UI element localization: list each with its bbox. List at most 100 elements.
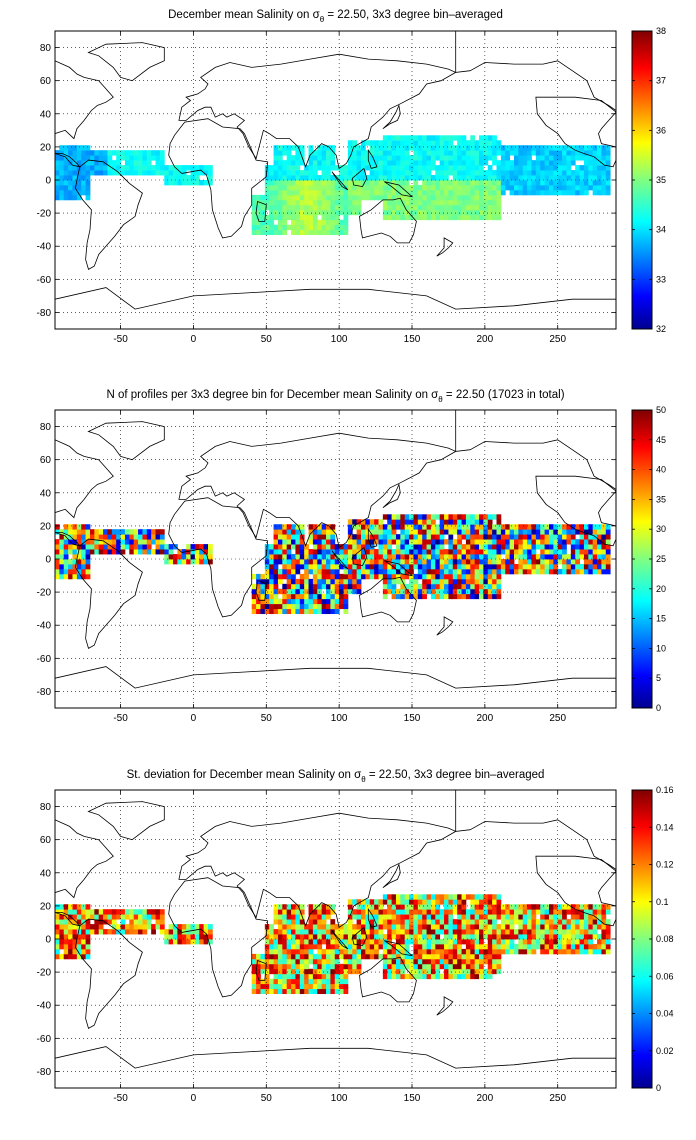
- data-bin: [592, 184, 598, 191]
- data-bin: [321, 204, 327, 211]
- data-bin: [365, 150, 371, 156]
- data-bin: [461, 184, 467, 191]
- data-bin: [474, 155, 480, 161]
- data-bin: [417, 204, 423, 211]
- data-bin: [404, 160, 410, 166]
- x-tick-label: 200: [477, 334, 494, 345]
- data-bin: [430, 524, 436, 530]
- data-bin: [347, 943, 353, 950]
- data-bin: [430, 899, 436, 905]
- data-bin: [76, 194, 82, 201]
- data-bin: [299, 180, 305, 186]
- data-bin: [286, 934, 292, 940]
- data-bin: [400, 583, 406, 590]
- data-bin: [277, 549, 283, 555]
- data-bin: [592, 554, 598, 560]
- data-bin: [269, 968, 274, 975]
- data-bin: [312, 909, 318, 915]
- data-bin: [146, 160, 152, 166]
- data-bin: [461, 549, 467, 555]
- data-bin: [483, 160, 489, 166]
- data-bin: [55, 924, 60, 930]
- data-bin: [321, 180, 327, 186]
- data-bin: [291, 904, 296, 910]
- data-bin: [343, 939, 349, 945]
- data-bin: [444, 559, 449, 565]
- data-bin: [164, 554, 170, 560]
- data-bin: [457, 899, 462, 905]
- data-bin: [417, 140, 423, 146]
- data-bin: [553, 189, 559, 196]
- data-bin: [291, 578, 296, 585]
- data-bin: [430, 214, 436, 221]
- data-bin: [286, 539, 292, 545]
- data-bin: [448, 573, 454, 580]
- data-bin: [155, 534, 161, 540]
- data-bin: [76, 554, 82, 560]
- data-bin: [465, 559, 471, 565]
- data-bin: [378, 904, 384, 910]
- data-bin: [286, 150, 292, 156]
- data-bin: [509, 189, 515, 196]
- data-bin: [479, 529, 484, 535]
- data-bin: [487, 544, 493, 550]
- colorbar-tick-label: 0.14: [656, 822, 674, 832]
- data-bin: [409, 539, 414, 545]
- data-bin: [474, 934, 480, 940]
- data-bin: [365, 160, 371, 166]
- data-bin: [273, 544, 279, 550]
- data-bin: [548, 914, 554, 920]
- data-bin: [81, 170, 86, 176]
- data-bin: [487, 180, 493, 186]
- data-bin: [457, 170, 462, 176]
- data-bin: [356, 904, 362, 910]
- data-bin: [299, 968, 305, 975]
- data-bin: [439, 963, 445, 970]
- data-bin: [597, 909, 602, 915]
- data-bin: [326, 165, 331, 171]
- data-bin: [470, 145, 476, 151]
- data-bin: [312, 968, 318, 975]
- data-bin: [356, 184, 362, 191]
- data-bin: [452, 948, 458, 955]
- data-bin: [417, 194, 423, 201]
- colorbar-tick-label: 33: [656, 274, 666, 284]
- data-bin: [85, 924, 91, 930]
- data-bin: [81, 914, 86, 920]
- data-bin: [426, 204, 432, 211]
- data-bin: [387, 150, 392, 156]
- data-bin: [59, 544, 65, 550]
- data-bin: [465, 593, 471, 600]
- colorbar-tick-label: 38: [656, 26, 666, 36]
- data-bin: [452, 899, 458, 905]
- data-bin: [291, 963, 296, 970]
- data-bin: [356, 209, 362, 216]
- data-bin: [452, 934, 458, 940]
- data-bin: [575, 939, 580, 945]
- data-bin: [417, 160, 423, 166]
- data-bin: [435, 963, 441, 970]
- data-bin: [439, 588, 445, 595]
- data-bin: [124, 924, 130, 930]
- data-bin: [326, 943, 331, 950]
- data-bin: [404, 919, 410, 925]
- data-bin: [452, 939, 458, 945]
- data-bin: [343, 968, 349, 975]
- data-bin: [382, 573, 388, 580]
- data-bin: [435, 934, 441, 940]
- data-bin: [378, 929, 384, 935]
- data-bin: [570, 919, 576, 925]
- data-bin: [465, 194, 471, 201]
- data-bin: [282, 924, 288, 930]
- data-bin: [496, 160, 502, 166]
- data-bin: [94, 929, 100, 935]
- data-bin: [334, 948, 340, 955]
- data-bin: [326, 608, 331, 615]
- data-bin: [352, 563, 358, 570]
- data-bin: [273, 953, 279, 960]
- data-bin: [487, 539, 493, 545]
- data-bin: [334, 209, 340, 216]
- data-bin: [422, 534, 427, 540]
- data-bin: [583, 919, 589, 925]
- data-bin: [107, 170, 113, 176]
